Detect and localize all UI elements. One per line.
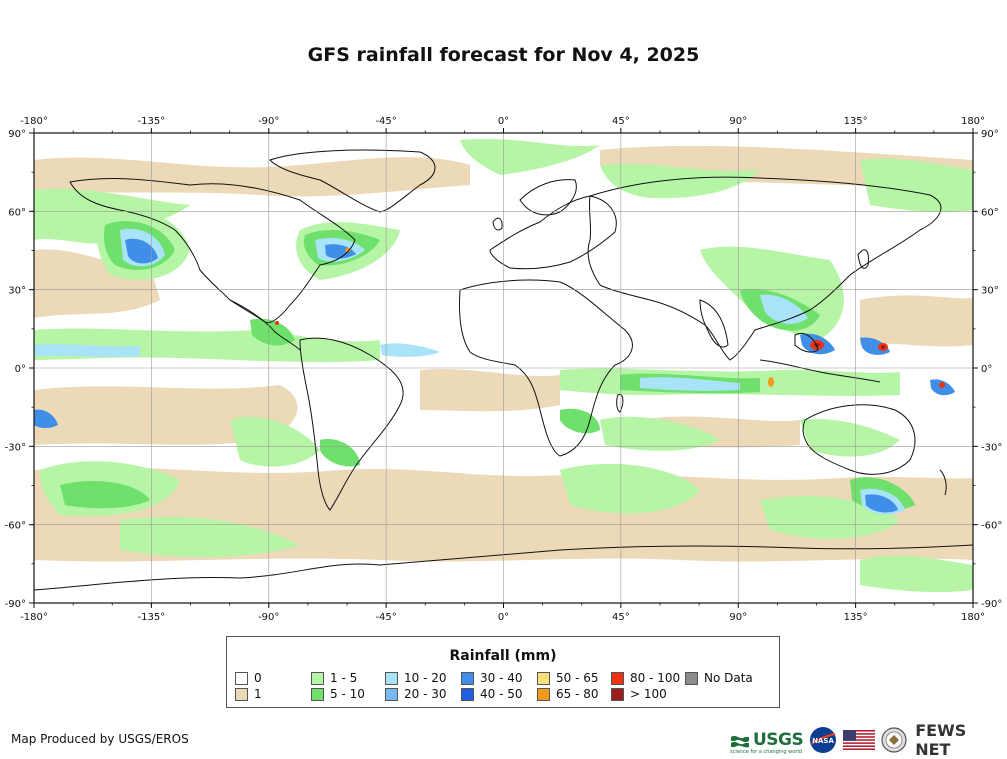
- lon-label-bottom: 45°: [612, 612, 630, 623]
- lon-label-bottom: -90°: [258, 612, 279, 623]
- legend-swatch: [385, 671, 398, 685]
- lat-label-right: -60°: [981, 521, 1002, 532]
- lat-label-left: 30°: [8, 286, 26, 297]
- legend-item: 30 - 40: [461, 671, 523, 685]
- lon-label-top: 90°: [729, 116, 747, 127]
- legend-swatch: [685, 671, 698, 685]
- lat-label-left: -90°: [5, 599, 26, 610]
- lat-label-left: -30°: [5, 442, 26, 453]
- lat-label-right: 0°: [981, 364, 992, 375]
- credit-text: Map Produced by USGS/EROS: [11, 732, 189, 746]
- map-area: -180° -180° -135° -135° -90° -90° -45° -45° 0° 0°…: [5, 116, 1003, 623]
- axis-ticks: -180° -180° -135° -135° -90° -90° -45° -45° 0° 0°…: [5, 116, 1003, 623]
- lat-label-right: -30°: [981, 442, 1002, 453]
- legend: Rainfall (mm) 0 1 1 - 5 5 - 10 10 - 20 20 - 3…: [226, 636, 780, 708]
- lon-label-bottom: 0°: [498, 612, 509, 623]
- legend-swatch: [537, 687, 550, 701]
- legend-label: 40 - 50: [480, 687, 523, 701]
- us-flag-icon: [843, 730, 876, 750]
- lon-label-bottom: -180°: [20, 612, 48, 623]
- lon-label-top: 135°: [844, 116, 868, 127]
- map-title: GFS rainfall forecast for Nov 4, 2025: [307, 44, 700, 66]
- lon-label-top: -45°: [375, 116, 396, 127]
- legend-item: 40 - 50: [461, 687, 523, 701]
- lon-label-top: 45°: [612, 116, 630, 127]
- svg-text:NASA: NASA: [812, 737, 834, 745]
- legend-label: 30 - 40: [480, 671, 523, 685]
- legend-label: 20 - 30: [404, 687, 447, 701]
- lat-label-left: 0°: [15, 364, 26, 375]
- legend-item: 0: [235, 671, 262, 685]
- legend-item: 1: [235, 687, 262, 701]
- legend-item: 1 - 5: [311, 671, 357, 685]
- legend-swatch: [611, 687, 624, 701]
- lon-label-bottom: 180°: [961, 612, 985, 623]
- legend-label: 50 - 65: [556, 671, 599, 685]
- nasa-logo-icon: NASA: [810, 727, 837, 753]
- legend-item: 50 - 65: [537, 671, 599, 685]
- state-department-seal-icon: [881, 727, 907, 753]
- legend-label: 1: [254, 687, 262, 701]
- legend-label: 1 - 5: [330, 671, 358, 685]
- lat-label-left: 90°: [8, 129, 26, 140]
- legend-swatch: [311, 687, 324, 701]
- usgs-wordmark: USGS: [753, 730, 804, 750]
- lat-label-right: 90°: [981, 129, 999, 140]
- lon-label-top: 180°: [961, 116, 985, 127]
- usgs-logo: USGS science for a changing world: [730, 730, 804, 755]
- lat-label-left: 60°: [8, 207, 26, 218]
- legend-swatch: [537, 671, 550, 685]
- lat-label-right: -90°: [981, 599, 1002, 610]
- lon-label-bottom: 135°: [844, 612, 868, 623]
- usgs-tagline: science for a changing world: [730, 749, 802, 755]
- fews-net-logo: FEWS NET: [915, 721, 967, 759]
- lat-label-right: 30°: [981, 286, 999, 297]
- lon-label-top: -135°: [138, 116, 166, 127]
- legend-item: 20 - 30: [385, 687, 447, 701]
- legend-title: Rainfall (mm): [449, 648, 557, 664]
- usgs-wave-icon: [731, 735, 749, 748]
- lon-label-top: 0°: [498, 116, 509, 127]
- legend-label: 5 - 10: [330, 687, 365, 701]
- logos: USGS science for a changing world NASA F…: [730, 721, 1007, 759]
- lat-label-right: 60°: [981, 207, 999, 218]
- legend-swatch: [461, 687, 474, 701]
- legend-label: > 100: [630, 687, 667, 701]
- legend-swatch: [611, 671, 624, 685]
- legend-label: 65 - 80: [556, 687, 599, 701]
- legend-swatch: [385, 687, 398, 701]
- lat-label-left: -60°: [5, 521, 26, 532]
- legend-swatch: [461, 671, 474, 685]
- legend-label: No Data: [704, 671, 753, 685]
- legend-swatch: [235, 687, 248, 701]
- legend-swatch: [235, 671, 248, 685]
- legend-label: 10 - 20: [404, 671, 447, 685]
- legend-item: 10 - 20: [385, 671, 447, 685]
- legend-item: No Data: [685, 671, 753, 685]
- legend-label: 80 - 100: [630, 671, 681, 685]
- lon-label-bottom: 90°: [729, 612, 747, 623]
- legend-item: 80 - 100: [611, 671, 680, 685]
- legend-item: 65 - 80: [537, 687, 599, 701]
- legend-swatch: [311, 671, 324, 685]
- legend-label: 0: [254, 671, 262, 685]
- lon-label-bottom: -45°: [375, 612, 396, 623]
- lon-label-bottom: -135°: [138, 612, 166, 623]
- rainfall-map: -180° -180° -135° -135° -90° -90° -45° -45° 0° 0°…: [5, 116, 1003, 623]
- legend-item: 5 - 10: [311, 687, 365, 701]
- lon-label-top: -180°: [20, 116, 48, 127]
- legend-item: > 100: [611, 687, 667, 701]
- lon-label-top: -90°: [258, 116, 279, 127]
